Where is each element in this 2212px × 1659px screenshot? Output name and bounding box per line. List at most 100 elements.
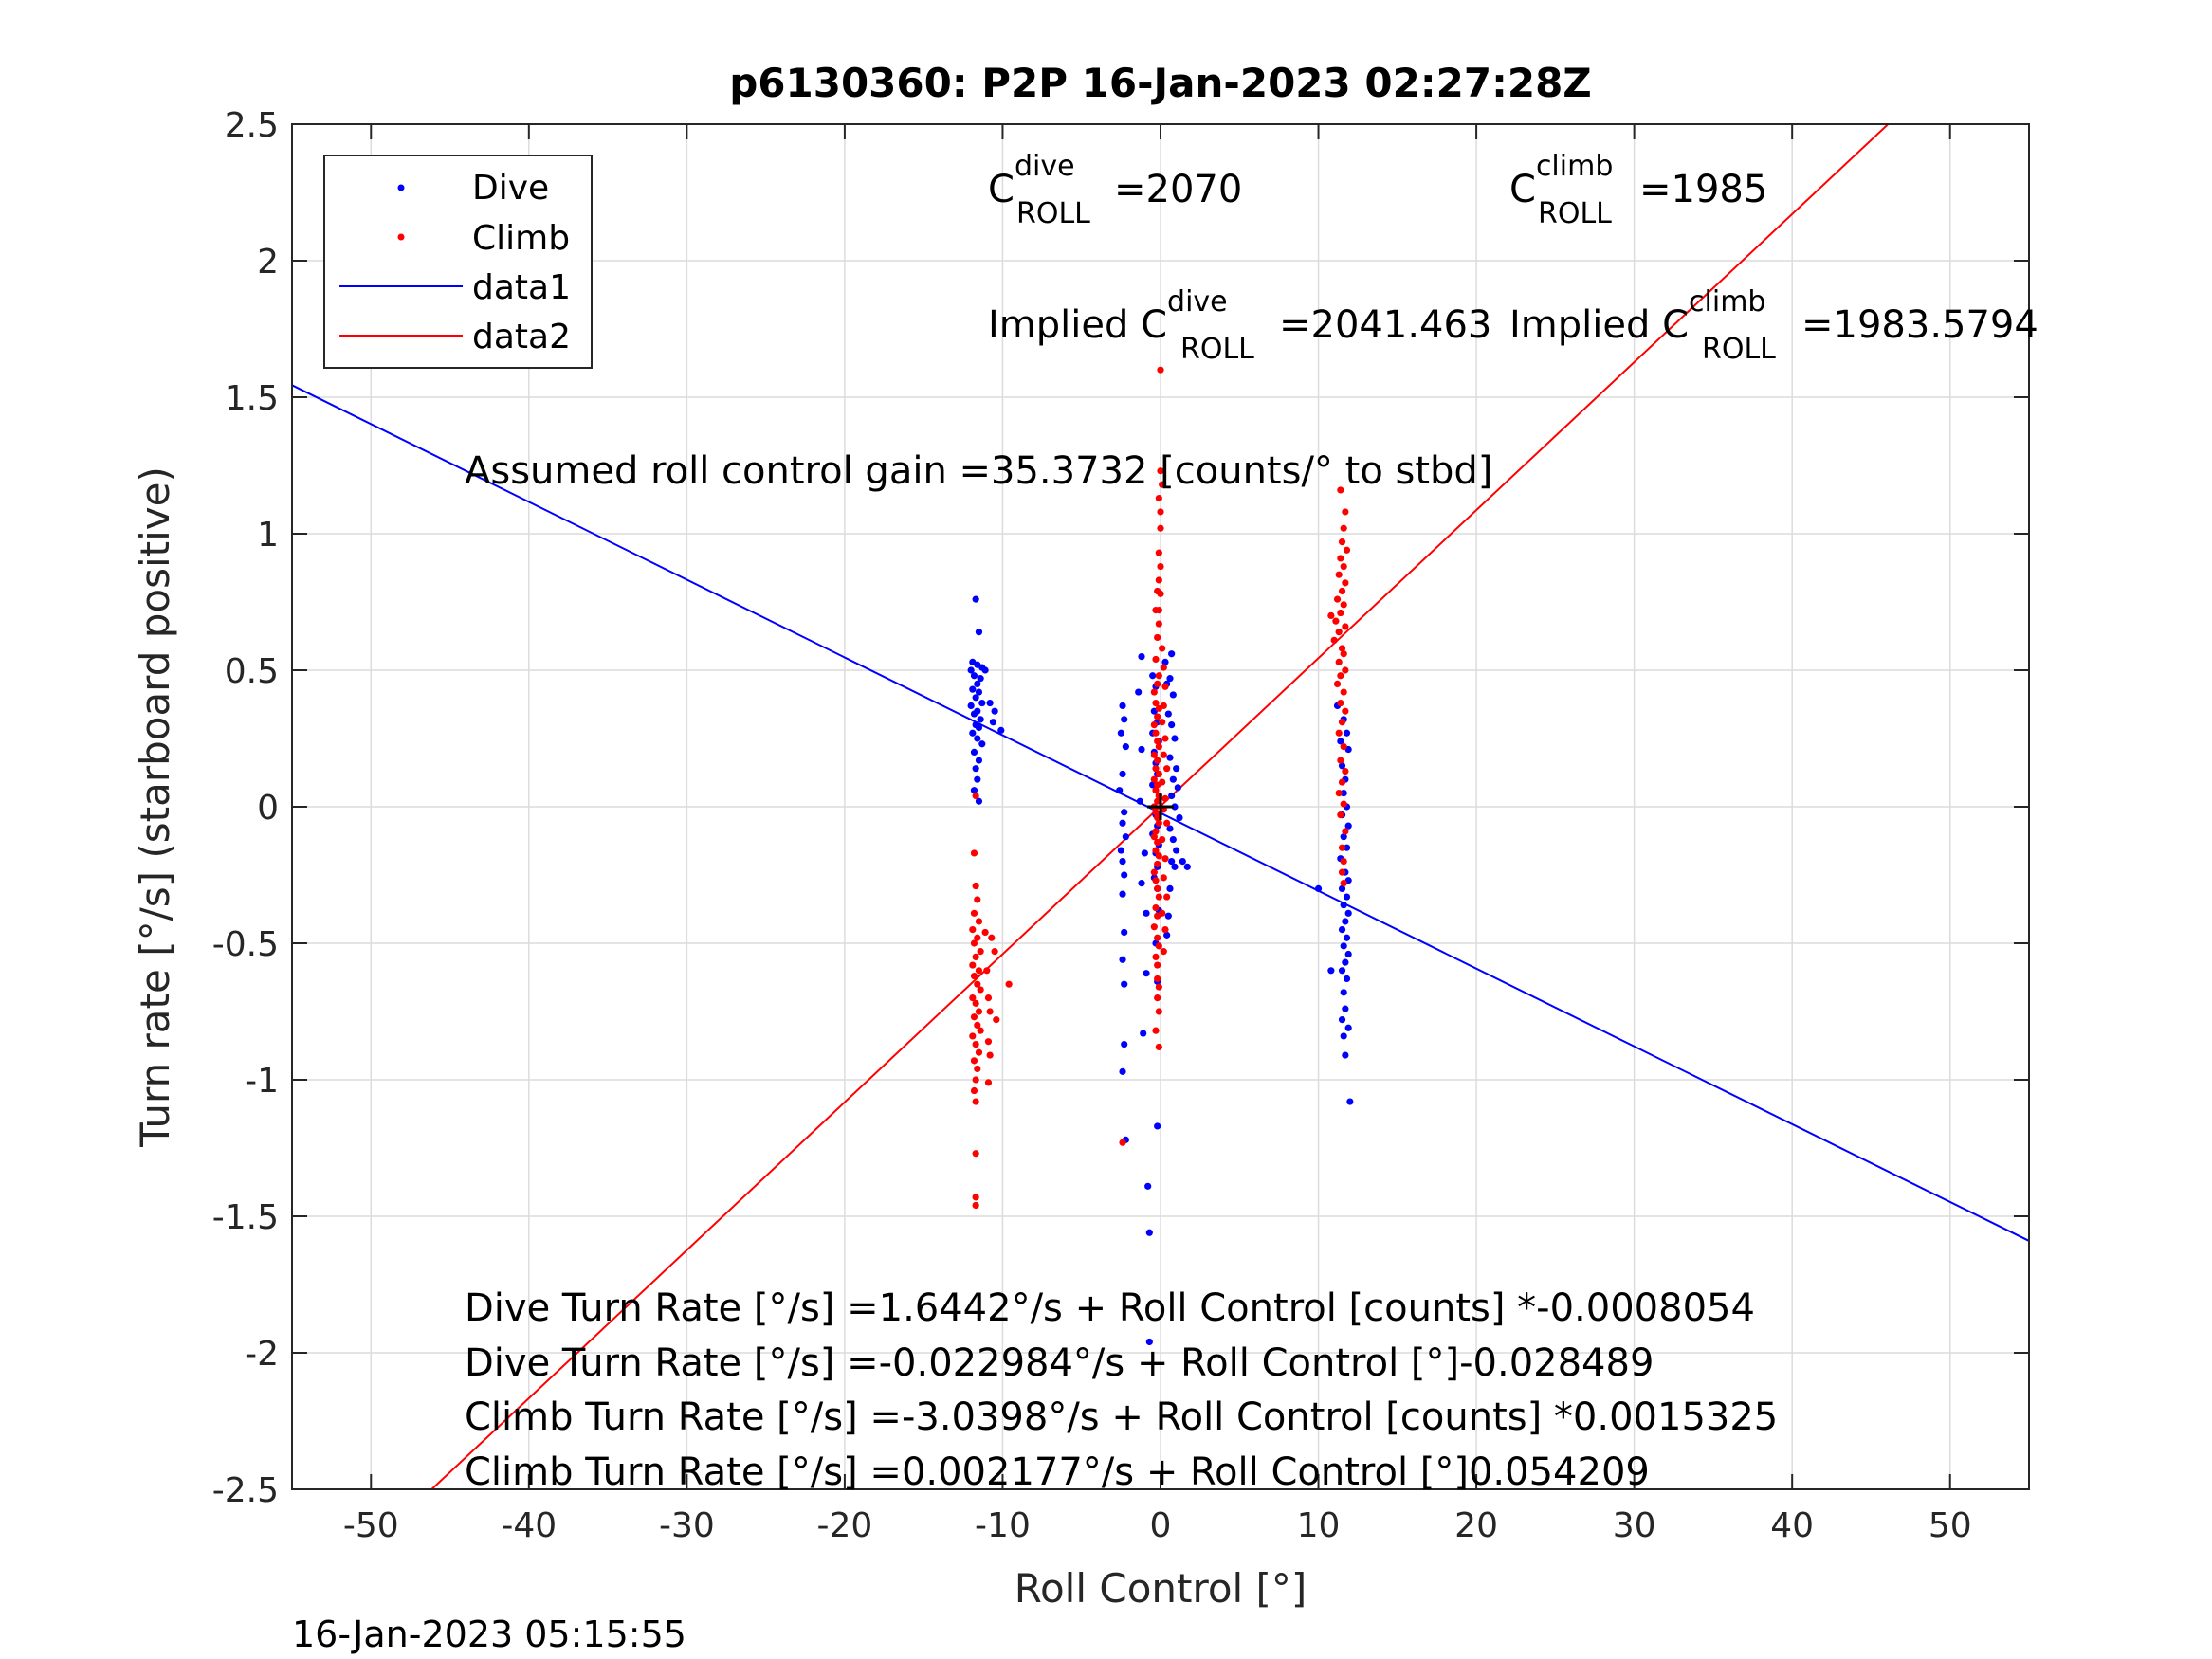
x-tick-label: -20: [817, 1506, 873, 1545]
dive-point: [970, 710, 978, 718]
dive-point: [1168, 858, 1176, 866]
climb-point: [969, 926, 977, 934]
dive-point: [1340, 902, 1347, 909]
climb-point: [1155, 770, 1162, 778]
climb-point: [1159, 835, 1166, 844]
climb-point: [1342, 767, 1349, 775]
dive-point: [970, 787, 978, 794]
y-tick-label: 0: [257, 789, 279, 828]
climb-point: [1154, 961, 1161, 969]
climb-point: [1152, 765, 1160, 773]
climb-point: [1337, 486, 1344, 494]
climb-point: [1342, 828, 1349, 835]
x-tick-label: 50: [1929, 1506, 1972, 1545]
climb-point: [1159, 645, 1166, 652]
dive-point: [1338, 926, 1346, 934]
climb-point: [1157, 467, 1164, 475]
dive-point: [975, 757, 983, 764]
y-tick-label: 0.5: [225, 652, 279, 691]
y-tick-label: 2: [257, 243, 279, 282]
climb-point: [1155, 607, 1162, 614]
dive-point: [1161, 658, 1169, 665]
dive-point: [969, 729, 977, 737]
climb-point: [1160, 664, 1167, 671]
dive-point: [1171, 803, 1179, 811]
dive-point: [975, 629, 983, 636]
climb-point: [1160, 874, 1167, 882]
climb-point: [972, 882, 979, 890]
dive-point: [1179, 858, 1186, 866]
climb-point: [986, 1008, 994, 1015]
climb-point: [1333, 680, 1342, 688]
dive-point: [1136, 797, 1143, 805]
climb-point: [1154, 994, 1161, 1002]
dive-point: [1340, 790, 1347, 797]
climb-point: [1332, 617, 1340, 625]
climb-point: [969, 994, 977, 1002]
dive-point: [1119, 956, 1126, 963]
climb-point: [1154, 813, 1161, 822]
dive-point: [1163, 931, 1171, 939]
dive-point: [1337, 738, 1344, 745]
y-tick-label: 2.5: [225, 106, 279, 145]
dive-point: [1344, 822, 1352, 830]
climb-point: [970, 972, 978, 980]
dive-point: [975, 797, 983, 805]
y-tick-label: 1: [257, 516, 279, 555]
climb-point: [975, 967, 983, 975]
climb-point: [1152, 877, 1160, 884]
climb-point: [970, 1086, 978, 1095]
dive-point: [1338, 884, 1346, 893]
climb-point: [975, 1008, 983, 1015]
climb-point: [1150, 868, 1158, 876]
climb-point: [1338, 868, 1346, 876]
climb-point: [1150, 775, 1158, 783]
dive-point: [1121, 980, 1128, 988]
climb-point: [972, 1201, 979, 1210]
chart-title: p6130360: P2P 16-Jan-2023 02:27:28Z: [729, 60, 1592, 106]
x-axis-label: Roll Control [°]: [1015, 1565, 1307, 1612]
climb-point: [1159, 481, 1166, 488]
dive-point: [1171, 735, 1179, 742]
dive-point: [1145, 1338, 1153, 1346]
x-tick-label: -10: [975, 1506, 1031, 1545]
climb-point: [977, 986, 984, 994]
climb-point: [1157, 508, 1164, 516]
climb-point: [1340, 650, 1347, 658]
climb-point: [1005, 980, 1013, 988]
climb-point: [1340, 688, 1347, 696]
dive-point: [972, 765, 979, 773]
x-tick-label: 0: [1150, 1506, 1172, 1545]
dive-point: [1121, 1040, 1128, 1048]
climb-point: [1155, 893, 1162, 901]
climb-point: [1337, 757, 1344, 764]
climb-point: [1150, 751, 1158, 758]
climb-point: [1155, 819, 1162, 827]
climb-point: [983, 967, 991, 975]
dive-point: [978, 740, 986, 748]
dive-point: [972, 694, 979, 702]
dive-point: [1343, 729, 1351, 737]
climb-point: [1338, 645, 1346, 652]
dive-point: [975, 688, 983, 696]
climb-point: [984, 1038, 993, 1046]
dive-point: [970, 672, 978, 680]
dive-point: [1169, 691, 1177, 699]
data-points: [967, 366, 1354, 1346]
dive-point: [975, 723, 983, 732]
climb-point: [1152, 953, 1160, 961]
dive-point: [1122, 833, 1129, 841]
climb-point: [1338, 778, 1346, 786]
climb-point: [1150, 688, 1158, 696]
climb-point: [1152, 847, 1160, 854]
dive-point: [967, 666, 975, 674]
dive-point: [1343, 975, 1351, 983]
dive-point: [1340, 833, 1347, 841]
climb-point: [1157, 590, 1164, 597]
dive-point: [1342, 958, 1349, 966]
climb-point: [1342, 623, 1349, 630]
print-timestamp: 16-Jan-2023 05:15:55: [292, 1613, 686, 1655]
dive-point: [1154, 1122, 1161, 1130]
dive-point: [1344, 950, 1352, 958]
climb-point: [974, 980, 981, 988]
